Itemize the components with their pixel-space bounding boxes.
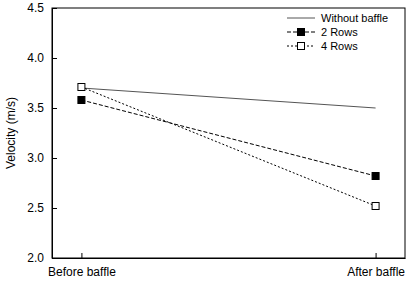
y-tick-label: 4.5 xyxy=(27,1,44,15)
series-line xyxy=(81,100,375,176)
x-tick: After baffle xyxy=(347,253,405,279)
y-tick-label: 3.5 xyxy=(27,101,44,115)
x-tick-label: Before baffle xyxy=(48,265,116,279)
marks xyxy=(78,84,379,210)
legend-label: 2 Rows xyxy=(321,26,358,38)
y-tick-mark xyxy=(52,158,57,159)
legend-label: 4 Rows xyxy=(321,40,358,52)
y-axis-line xyxy=(52,9,53,259)
x-tick: Before baffle xyxy=(48,253,116,279)
legend-marker xyxy=(298,43,305,50)
legend-line xyxy=(287,18,315,19)
x-tick-label: After baffle xyxy=(347,265,405,279)
series-marker xyxy=(78,84,85,91)
y-tick-label: 2.5 xyxy=(27,201,44,215)
plot: 2.0 2.5 3.0 3.5 4.0 4.5 Before baffle After baf… xyxy=(27,1,405,278)
y-tick-label: 3.0 xyxy=(27,151,44,165)
x-tick-mark xyxy=(376,253,377,258)
series-marker xyxy=(372,203,379,210)
legend-marker xyxy=(298,29,305,36)
series-line xyxy=(81,87,375,206)
y-tick-mark xyxy=(52,8,57,9)
x-axis-line xyxy=(53,258,406,259)
y-tick-label: 4.0 xyxy=(27,51,44,65)
y-tick: 3.0 xyxy=(27,151,57,165)
y-tick-mark xyxy=(52,108,57,109)
legend-label: Without baffle xyxy=(321,12,388,24)
x-axis: Before baffle After baffle xyxy=(48,253,405,279)
series-line xyxy=(81,88,375,108)
y-tick: 4.5 xyxy=(27,1,57,15)
y-axis-title: Velocity (m/s) xyxy=(4,97,18,169)
y-tick: 2.5 xyxy=(27,201,57,215)
series-marker xyxy=(78,97,85,104)
legend: Without baffle 2 Rows 4 Rows xyxy=(287,12,388,52)
y-tick-label: 2.0 xyxy=(27,251,44,265)
plot-frame xyxy=(52,8,405,258)
x-tick-mark xyxy=(81,253,82,258)
y-tick-mark xyxy=(52,208,57,209)
y-tick: 4.0 xyxy=(27,51,57,65)
series-marker xyxy=(372,173,379,180)
y-axis: 2.0 2.5 3.0 3.5 4.0 4.5 xyxy=(27,1,57,265)
y-tick: 3.5 xyxy=(27,101,57,115)
y-tick-mark xyxy=(52,58,57,59)
